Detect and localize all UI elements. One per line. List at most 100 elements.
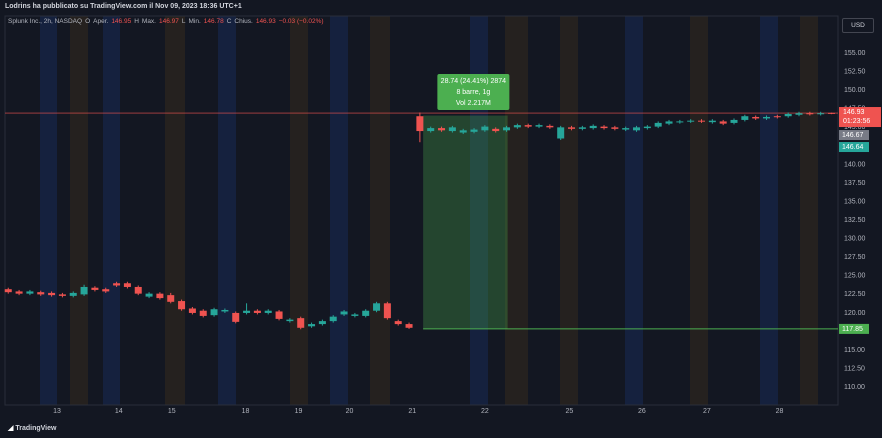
candle-body (134, 286, 142, 294)
x-tick-label: 13 (53, 408, 61, 415)
y-tick-label: 137.50 (844, 180, 866, 187)
y-tick-label: 120.00 (844, 310, 866, 317)
candle-body (492, 128, 500, 132)
candle-body (643, 126, 651, 129)
candle-body (481, 126, 489, 131)
candle-body (308, 324, 316, 327)
session-band (165, 16, 185, 405)
candle-body (513, 125, 521, 128)
candle-body (503, 127, 511, 131)
currency-button[interactable]: USD (842, 18, 874, 33)
candle-body (58, 294, 66, 296)
candle-body (69, 292, 77, 296)
session-band (290, 16, 308, 405)
candle-body (26, 291, 34, 294)
x-tick-label: 26 (638, 408, 646, 415)
candle-body (427, 128, 435, 132)
candle-body (4, 289, 12, 293)
candle-body (578, 127, 586, 129)
footer-logo: ◢ TradingView (8, 425, 57, 432)
symbol: Splunk Inc., 2h, NASDAQ (8, 18, 83, 25)
candle-body (448, 127, 456, 132)
y-tick-label: 152.50 (844, 69, 866, 76)
candle-body (383, 303, 391, 319)
candle-body (275, 311, 283, 319)
candle-body (80, 286, 88, 295)
session-band (690, 16, 708, 405)
session-band (800, 16, 818, 405)
candle-body (123, 283, 131, 287)
session-band (370, 16, 390, 405)
legend: Splunk Inc., 2h, NASDAQ O Aper. 146.95 H Max… (8, 18, 324, 25)
candle-body (589, 125, 597, 129)
candle-body (232, 312, 240, 322)
candle-body (730, 119, 738, 123)
x-tick-label: 18 (242, 408, 250, 415)
plot-border (4, 15, 839, 406)
candle-body (405, 324, 413, 328)
candle-body (145, 293, 153, 297)
candle-body (741, 116, 749, 120)
x-tick-label: 19 (295, 408, 303, 415)
candle-body (546, 125, 554, 128)
session-band (40, 16, 57, 405)
candle-body (156, 293, 164, 299)
x-tick-label: 14 (115, 408, 123, 415)
candle-body (773, 116, 781, 118)
y-tick-label: 110.00 (844, 384, 865, 391)
legend-field: Min. (188, 18, 201, 25)
candle-body (611, 127, 619, 129)
candle-body (243, 310, 251, 313)
candle-body (264, 310, 272, 313)
y-tick-label: 150.00 (844, 87, 866, 94)
candle-body (763, 116, 771, 119)
measure-tooltip (437, 74, 510, 110)
y-tick-label: 127.50 (844, 254, 866, 261)
x-tick-label: 27 (703, 408, 711, 415)
legend-field: Max. (141, 18, 156, 25)
measure-text: Vol 2.217M (456, 100, 491, 107)
candle-body (329, 316, 337, 322)
candle-body (199, 310, 207, 316)
candle-body (622, 128, 630, 130)
legend-value: 146.97 (159, 18, 179, 25)
legend-key: L (181, 18, 186, 25)
price-box (839, 142, 869, 153)
y-tick-label: 132.50 (844, 217, 866, 224)
legend-field: Aper. (93, 18, 109, 25)
header: Lodrins ha pubblicato su TradingView.com… (5, 3, 242, 10)
candle-body (178, 301, 186, 310)
y-tick-label: 155.00 (844, 50, 866, 57)
candle-body (784, 113, 792, 117)
session-band (103, 16, 120, 405)
candle-body (210, 309, 218, 316)
candle-body (37, 292, 45, 295)
candle-body (297, 318, 305, 328)
candle-body (687, 120, 695, 122)
candle-body (438, 128, 446, 131)
x-tick-label: 22 (481, 408, 489, 415)
measure-text: 28.74 (24.41%) 2874 (441, 78, 506, 85)
y-tick-label: 140.00 (844, 161, 866, 168)
candle-body (795, 113, 803, 115)
candle-body (654, 122, 662, 127)
candle-body (828, 112, 836, 114)
candle-body (568, 127, 576, 129)
candle-body (113, 283, 121, 286)
legend-value: 146.78 (203, 18, 224, 25)
candle-body (524, 125, 532, 127)
candle-body (188, 308, 196, 313)
candle-body (318, 321, 326, 325)
y-tick-label: 145.00 (844, 124, 866, 131)
legend-change: −0.03 (−0.02%) (278, 18, 324, 25)
last-price-label: 146.93 (843, 109, 865, 116)
measure-price-label: 117.85 (842, 326, 863, 333)
candle-body (394, 321, 402, 325)
y-tick-label: 112.50 (844, 365, 865, 372)
last-price-box (839, 107, 881, 128)
measure-text: 8 barre, 1g (456, 89, 490, 96)
candle-body (102, 289, 110, 292)
price-label: 146.67 (842, 132, 864, 139)
